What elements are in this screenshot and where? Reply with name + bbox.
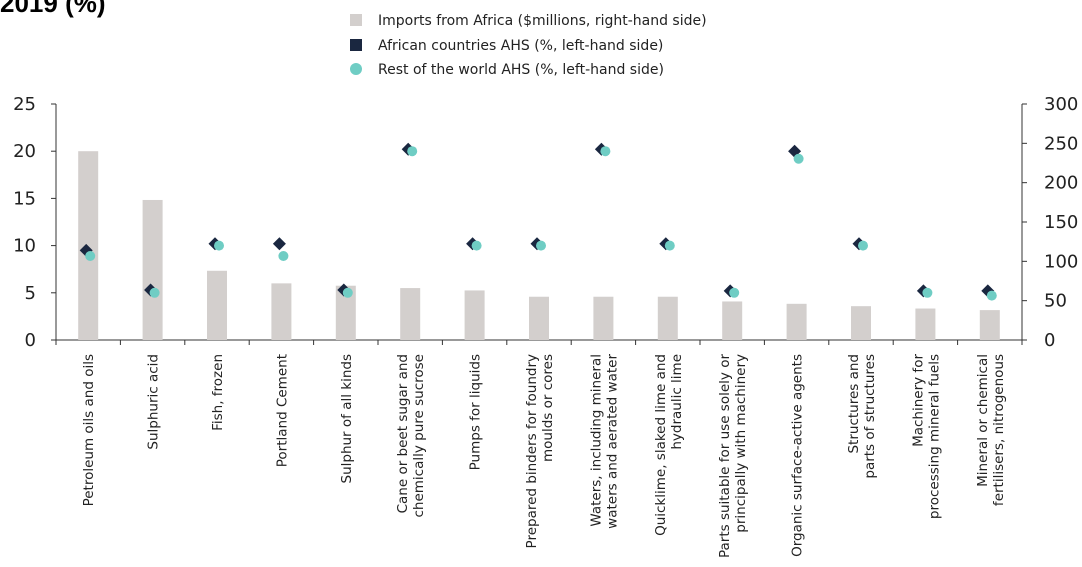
imports-bar xyxy=(271,283,292,340)
category-label-line: Portland Cement xyxy=(274,354,290,467)
category-label: Quicklime, slaked lime and hydraulic lime xyxy=(653,354,685,536)
category-label-line: Sulphur of all kinds xyxy=(339,354,355,484)
left-tick-label: 10 xyxy=(13,236,36,257)
chart-title: 2019 (%) xyxy=(0,0,106,18)
category-label-line: waters and aerated water xyxy=(604,354,620,529)
right-tick-label: 100 xyxy=(1044,251,1078,272)
imports-bar xyxy=(786,303,807,340)
imports-bar xyxy=(593,296,614,340)
category-label: Waters, including mineral waters and aera… xyxy=(588,354,620,529)
imports-bar xyxy=(78,151,99,340)
right-tick-label: 150 xyxy=(1044,212,1078,233)
category-label-line: Pumps for liquids xyxy=(468,354,484,470)
category-label-line: principally with machinery xyxy=(733,354,749,533)
category-labels: Petroleum oils and oils Sulphuric acid Fis… xyxy=(81,354,1007,558)
category-label-line: Fish, frozen xyxy=(210,354,226,431)
category-label: Sulphuric acid xyxy=(146,354,162,450)
legend-imports-swatch xyxy=(350,14,362,26)
imports-bar xyxy=(915,308,936,340)
category-label-line: fertilisers, nitrogenous xyxy=(991,354,1007,506)
left-tick-label: 5 xyxy=(25,283,36,304)
rest-of-world-ahs-marker xyxy=(149,287,160,298)
category-label-line: Parts suitable for use solely or xyxy=(717,354,733,558)
category-label: Fish, frozen xyxy=(210,354,226,431)
right-tick-label: 50 xyxy=(1044,291,1067,312)
right-tick-label: 200 xyxy=(1044,173,1078,194)
category-label-line: Organic surface-active agents xyxy=(790,354,806,557)
imports-bar xyxy=(851,306,871,340)
category-label-line: Waters, including mineral xyxy=(588,354,604,527)
imports-bar xyxy=(207,270,227,340)
category-label: Mineral or chemical fertilisers, nitrogen… xyxy=(975,354,1007,506)
category-label-line: chemically pure sucrose xyxy=(411,354,427,518)
rest-of-world-ahs-marker xyxy=(85,250,96,261)
category-label: Sulphur of all kinds xyxy=(339,354,355,484)
rest-of-world-ahs-marker xyxy=(342,287,353,298)
imports-bar xyxy=(979,310,1000,340)
category-label-line: Machinery for xyxy=(910,354,926,447)
category-label: Parts suitable for use solely or principa… xyxy=(717,354,749,558)
category-label-line: Mineral or chemical xyxy=(975,354,991,487)
right-tick-label: 250 xyxy=(1044,133,1078,154)
rest-of-world-ahs-marker xyxy=(536,240,546,251)
rest-of-world-ahs-marker xyxy=(664,240,675,251)
category-label-line: parts of structures xyxy=(862,354,878,479)
category-label-line: Sulphuric acid xyxy=(146,354,162,450)
rest-of-world-ahs-marker xyxy=(278,250,289,261)
category-label: Portland Cement xyxy=(274,354,290,467)
left-tick-label: 0 xyxy=(25,330,36,351)
rest-of-world-ahs-marker xyxy=(986,290,997,301)
rest-of-world-ahs-marker xyxy=(214,240,224,251)
rest-of-world-ahs-marker xyxy=(471,240,482,251)
rest-of-world-ahs-marker xyxy=(858,240,868,251)
category-label: Structures and parts of structures xyxy=(846,354,878,479)
category-label: Machinery for processing mineral fuels xyxy=(910,354,942,520)
category-label-line: Structures and xyxy=(846,354,862,454)
category-label-line: moulds or cores xyxy=(540,354,556,462)
category-label: Prepared binders for foundry moulds or co… xyxy=(524,354,556,548)
legend: Imports from Africa ($millions, right-ha… xyxy=(350,13,707,78)
category-label-line: Quicklime, slaked lime and xyxy=(653,354,669,536)
left-tick-label: 15 xyxy=(13,188,36,209)
rest-of-world-ahs-marker xyxy=(922,287,933,298)
legend-label: Imports from Africa ($millions, right-ha… xyxy=(378,13,707,29)
imports-bar xyxy=(400,288,421,340)
african-ahs-marker xyxy=(272,237,286,251)
markers xyxy=(79,142,997,301)
imports-bar xyxy=(722,301,743,340)
imports-bar xyxy=(142,199,163,340)
bars xyxy=(78,151,1000,340)
category-label-line: hydraulic lime xyxy=(669,354,685,450)
category-label: Petroleum oils and oils xyxy=(81,354,97,506)
category-label-line: processing mineral fuels xyxy=(926,354,942,519)
legend-african-ahs-swatch xyxy=(350,39,362,51)
imports-bar xyxy=(464,290,485,340)
rest-of-world-ahs-marker xyxy=(729,287,740,298)
rest-of-world-ahs-marker xyxy=(600,146,611,157)
right-tick-label: 300 xyxy=(1044,94,1078,115)
rest-of-world-ahs-marker xyxy=(793,153,804,164)
left-tick-label: 25 xyxy=(13,94,36,115)
legend-label: Rest of the world AHS (%, left-hand side… xyxy=(378,62,664,78)
legend-rest-of-world-swatch xyxy=(350,63,362,75)
category-label: Cane or beet sugar and chemically pure su… xyxy=(395,354,427,518)
left-tick-label: 20 xyxy=(13,141,36,162)
category-label-line: Petroleum oils and oils xyxy=(81,354,97,506)
category-label: Pumps for liquids xyxy=(468,354,484,470)
imports-bar xyxy=(657,296,678,340)
rest-of-world-ahs-marker xyxy=(407,146,418,157)
category-label-line: Prepared binders for foundry xyxy=(524,354,540,548)
category-label: Organic surface-active agents xyxy=(790,354,806,557)
imports-bar xyxy=(529,296,549,340)
legend-label: African countries AHS (%, left-hand side… xyxy=(378,38,663,54)
right-tick-label: 0 xyxy=(1044,330,1055,351)
imports-bar xyxy=(335,285,356,340)
category-label-line: Cane or beet sugar and xyxy=(395,354,411,513)
